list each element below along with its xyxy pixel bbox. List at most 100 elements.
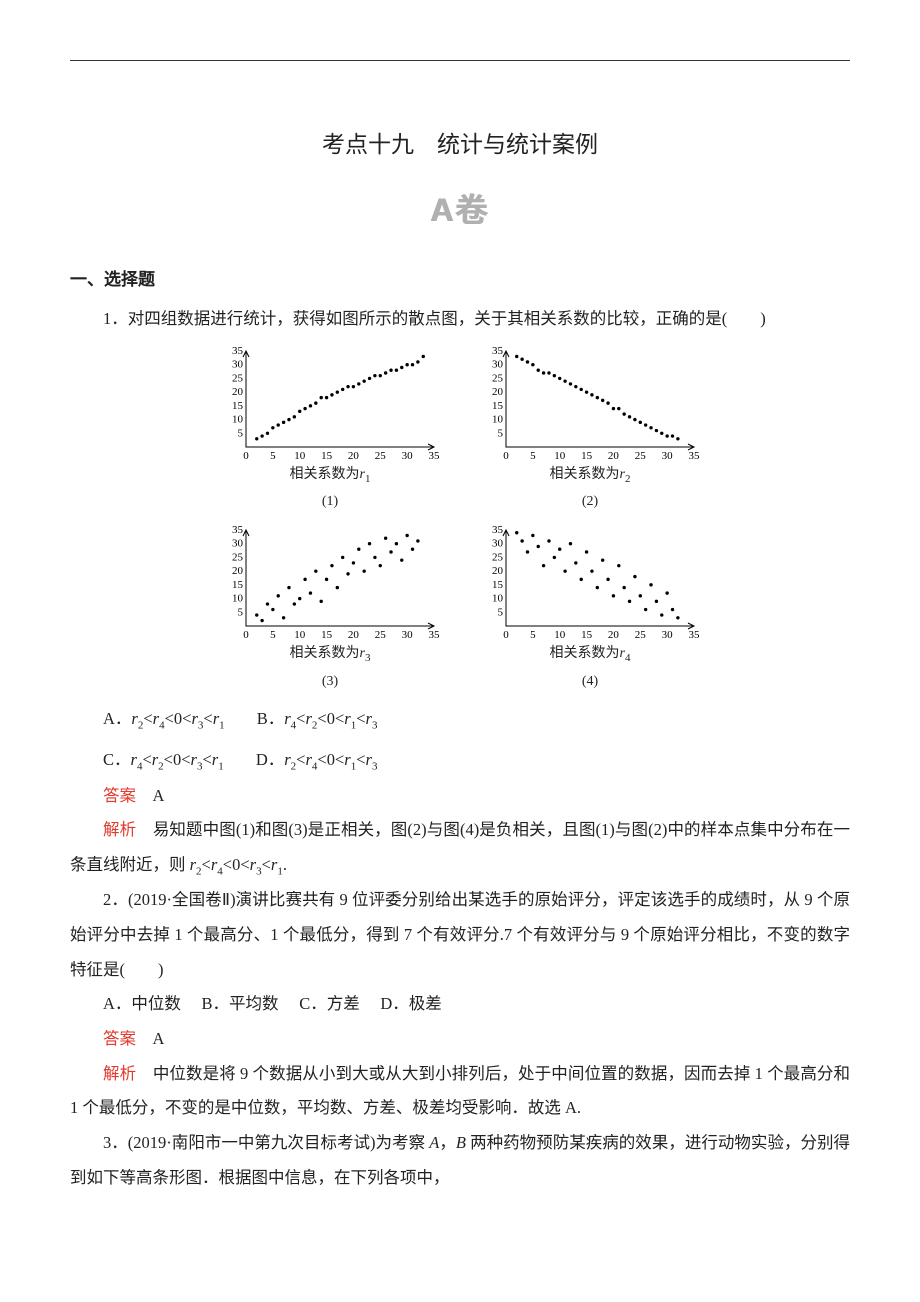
svg-text:35: 35 [429,450,441,462]
scatter-plot-1: 510152025303505101520253035 [220,345,440,465]
svg-text:20: 20 [348,629,360,641]
svg-text:10: 10 [554,629,566,641]
svg-text:35: 35 [232,345,244,357]
svg-text:5: 5 [498,607,504,619]
svg-text:25: 25 [232,552,244,564]
svg-text:5: 5 [530,450,536,462]
scatter-2-caption: 相关系数为r2 [480,465,700,487]
q1-explanation: 解析 易知题中图(1)和图(3)是正相关，图(2)与图(4)是负相关，且图(1)… [70,813,850,883]
scatter-1: 510152025303505101520253035 相关系数为r1 (1) [220,345,440,517]
answer-label: 答案 [103,787,136,805]
exam-badge-text: A卷 [430,192,489,228]
svg-text:0: 0 [243,629,249,641]
svg-text:20: 20 [608,450,620,462]
q3-stem: 3．(2019·南阳市一中第九次目标考试)为考察 A，B 两种药物预防某疾病的效… [70,1126,850,1195]
svg-text:20: 20 [348,450,360,462]
svg-text:20: 20 [492,566,504,578]
scatter-3-index: (3) [220,667,440,696]
q1-answer: A [153,786,165,805]
svg-text:5: 5 [530,629,536,641]
svg-text:5: 5 [270,450,276,462]
q2-optB: B．平均数 [202,994,279,1013]
answer-label-2: 答案 [103,1030,136,1048]
svg-text:5: 5 [238,607,244,619]
q1-options-row2: C．r4<r2<0<r3<r1 D．r2<r4<0<r1<r3 [70,743,850,778]
q2-stem: 2．(2019·全国卷Ⅱ)演讲比赛共有 9 位评委分别给出某选手的原始评分，评定… [70,883,850,987]
svg-text:15: 15 [581,450,593,462]
scatter-2: 510152025303505101520253035 相关系数为r2 (2) [480,345,700,517]
svg-text:0: 0 [503,450,509,462]
svg-text:15: 15 [492,400,504,412]
q1-optD-label: D． [256,750,284,769]
svg-text:10: 10 [492,413,504,425]
q1-optB-label: B． [257,709,285,728]
scatter-plot-4: 510152025303505101520253035 [480,524,700,644]
svg-text:20: 20 [232,566,244,578]
scatter-4: 510152025303505101520253035 相关系数为r4 (4) [480,524,700,696]
svg-text:25: 25 [232,372,244,384]
svg-text:15: 15 [232,400,244,412]
svg-text:30: 30 [232,359,244,371]
svg-text:15: 15 [581,629,593,641]
svg-text:25: 25 [635,450,647,462]
svg-text:30: 30 [402,629,414,641]
svg-text:10: 10 [232,593,244,605]
svg-text:25: 25 [635,629,647,641]
q2-optC: C．方差 [299,994,360,1013]
scatter-row-2: 510152025303505101520253035 相关系数为r3 (3) … [70,524,850,696]
svg-text:35: 35 [232,524,244,536]
svg-text:5: 5 [238,427,244,439]
svg-text:5: 5 [270,629,276,641]
svg-text:10: 10 [554,450,566,462]
q2-answer: A [153,1029,165,1048]
q1-optA-label: A． [103,709,131,728]
svg-text:25: 25 [375,629,387,641]
svg-text:10: 10 [232,413,244,425]
svg-text:10: 10 [492,593,504,605]
svg-text:20: 20 [608,629,620,641]
svg-text:20: 20 [492,386,504,398]
svg-text:30: 30 [662,450,674,462]
scatter-plot-2: 510152025303505101520253035 [480,345,700,465]
svg-text:15: 15 [232,579,244,591]
q2-expl-text: 中位数是将 9 个数据从小到大或从大到小排列后，处于中间位置的数据，因而去掉 1… [70,1064,850,1118]
svg-text:15: 15 [321,450,333,462]
svg-text:25: 25 [492,372,504,384]
q1-optC-label: C． [103,750,131,769]
svg-text:0: 0 [503,629,509,641]
svg-text:15: 15 [321,629,333,641]
svg-text:0: 0 [243,450,249,462]
q2-options: A．中位数 B．平均数 C．方差 D．极差 [70,987,850,1022]
scatter-2-index: (2) [480,487,700,516]
scatter-3: 510152025303505101520253035 相关系数为r3 (3) [220,524,440,696]
svg-text:30: 30 [232,538,244,550]
q2-optA: A．中位数 [103,994,181,1013]
svg-text:30: 30 [662,629,674,641]
q1-stem: 1．对四组数据进行统计，获得如图所示的散点图，关于其相关系数的比较，正确的是( … [70,302,850,337]
svg-text:10: 10 [294,450,306,462]
page-title: 考点十九 统计与统计案例 [70,121,850,169]
explain-label: 解析 [103,821,136,839]
scatter-4-caption: 相关系数为r4 [480,644,700,666]
scatter-3-caption: 相关系数为r3 [220,644,440,666]
scatter-1-caption: 相关系数为r1 [220,465,440,487]
scatter-row-1: 510152025303505101520253035 相关系数为r1 (1) … [70,345,850,517]
svg-text:25: 25 [375,450,387,462]
svg-text:20: 20 [232,386,244,398]
scatter-plot-3: 510152025303505101520253035 [220,524,440,644]
q1-answer-line: 答案 A [70,779,850,814]
section-heading: 一、选择题 [70,262,850,298]
scatter-4-index: (4) [480,667,700,696]
svg-text:30: 30 [402,450,414,462]
scatter-1-index: (1) [220,487,440,516]
svg-text:35: 35 [492,345,504,357]
svg-text:25: 25 [492,552,504,564]
svg-text:35: 35 [689,629,701,641]
top-rule [70,60,850,61]
svg-text:30: 30 [492,359,504,371]
exam-badge: A卷 [70,177,850,244]
svg-text:15: 15 [492,579,504,591]
svg-text:35: 35 [429,629,441,641]
q2-optD: D．极差 [380,994,441,1013]
svg-text:5: 5 [498,427,504,439]
